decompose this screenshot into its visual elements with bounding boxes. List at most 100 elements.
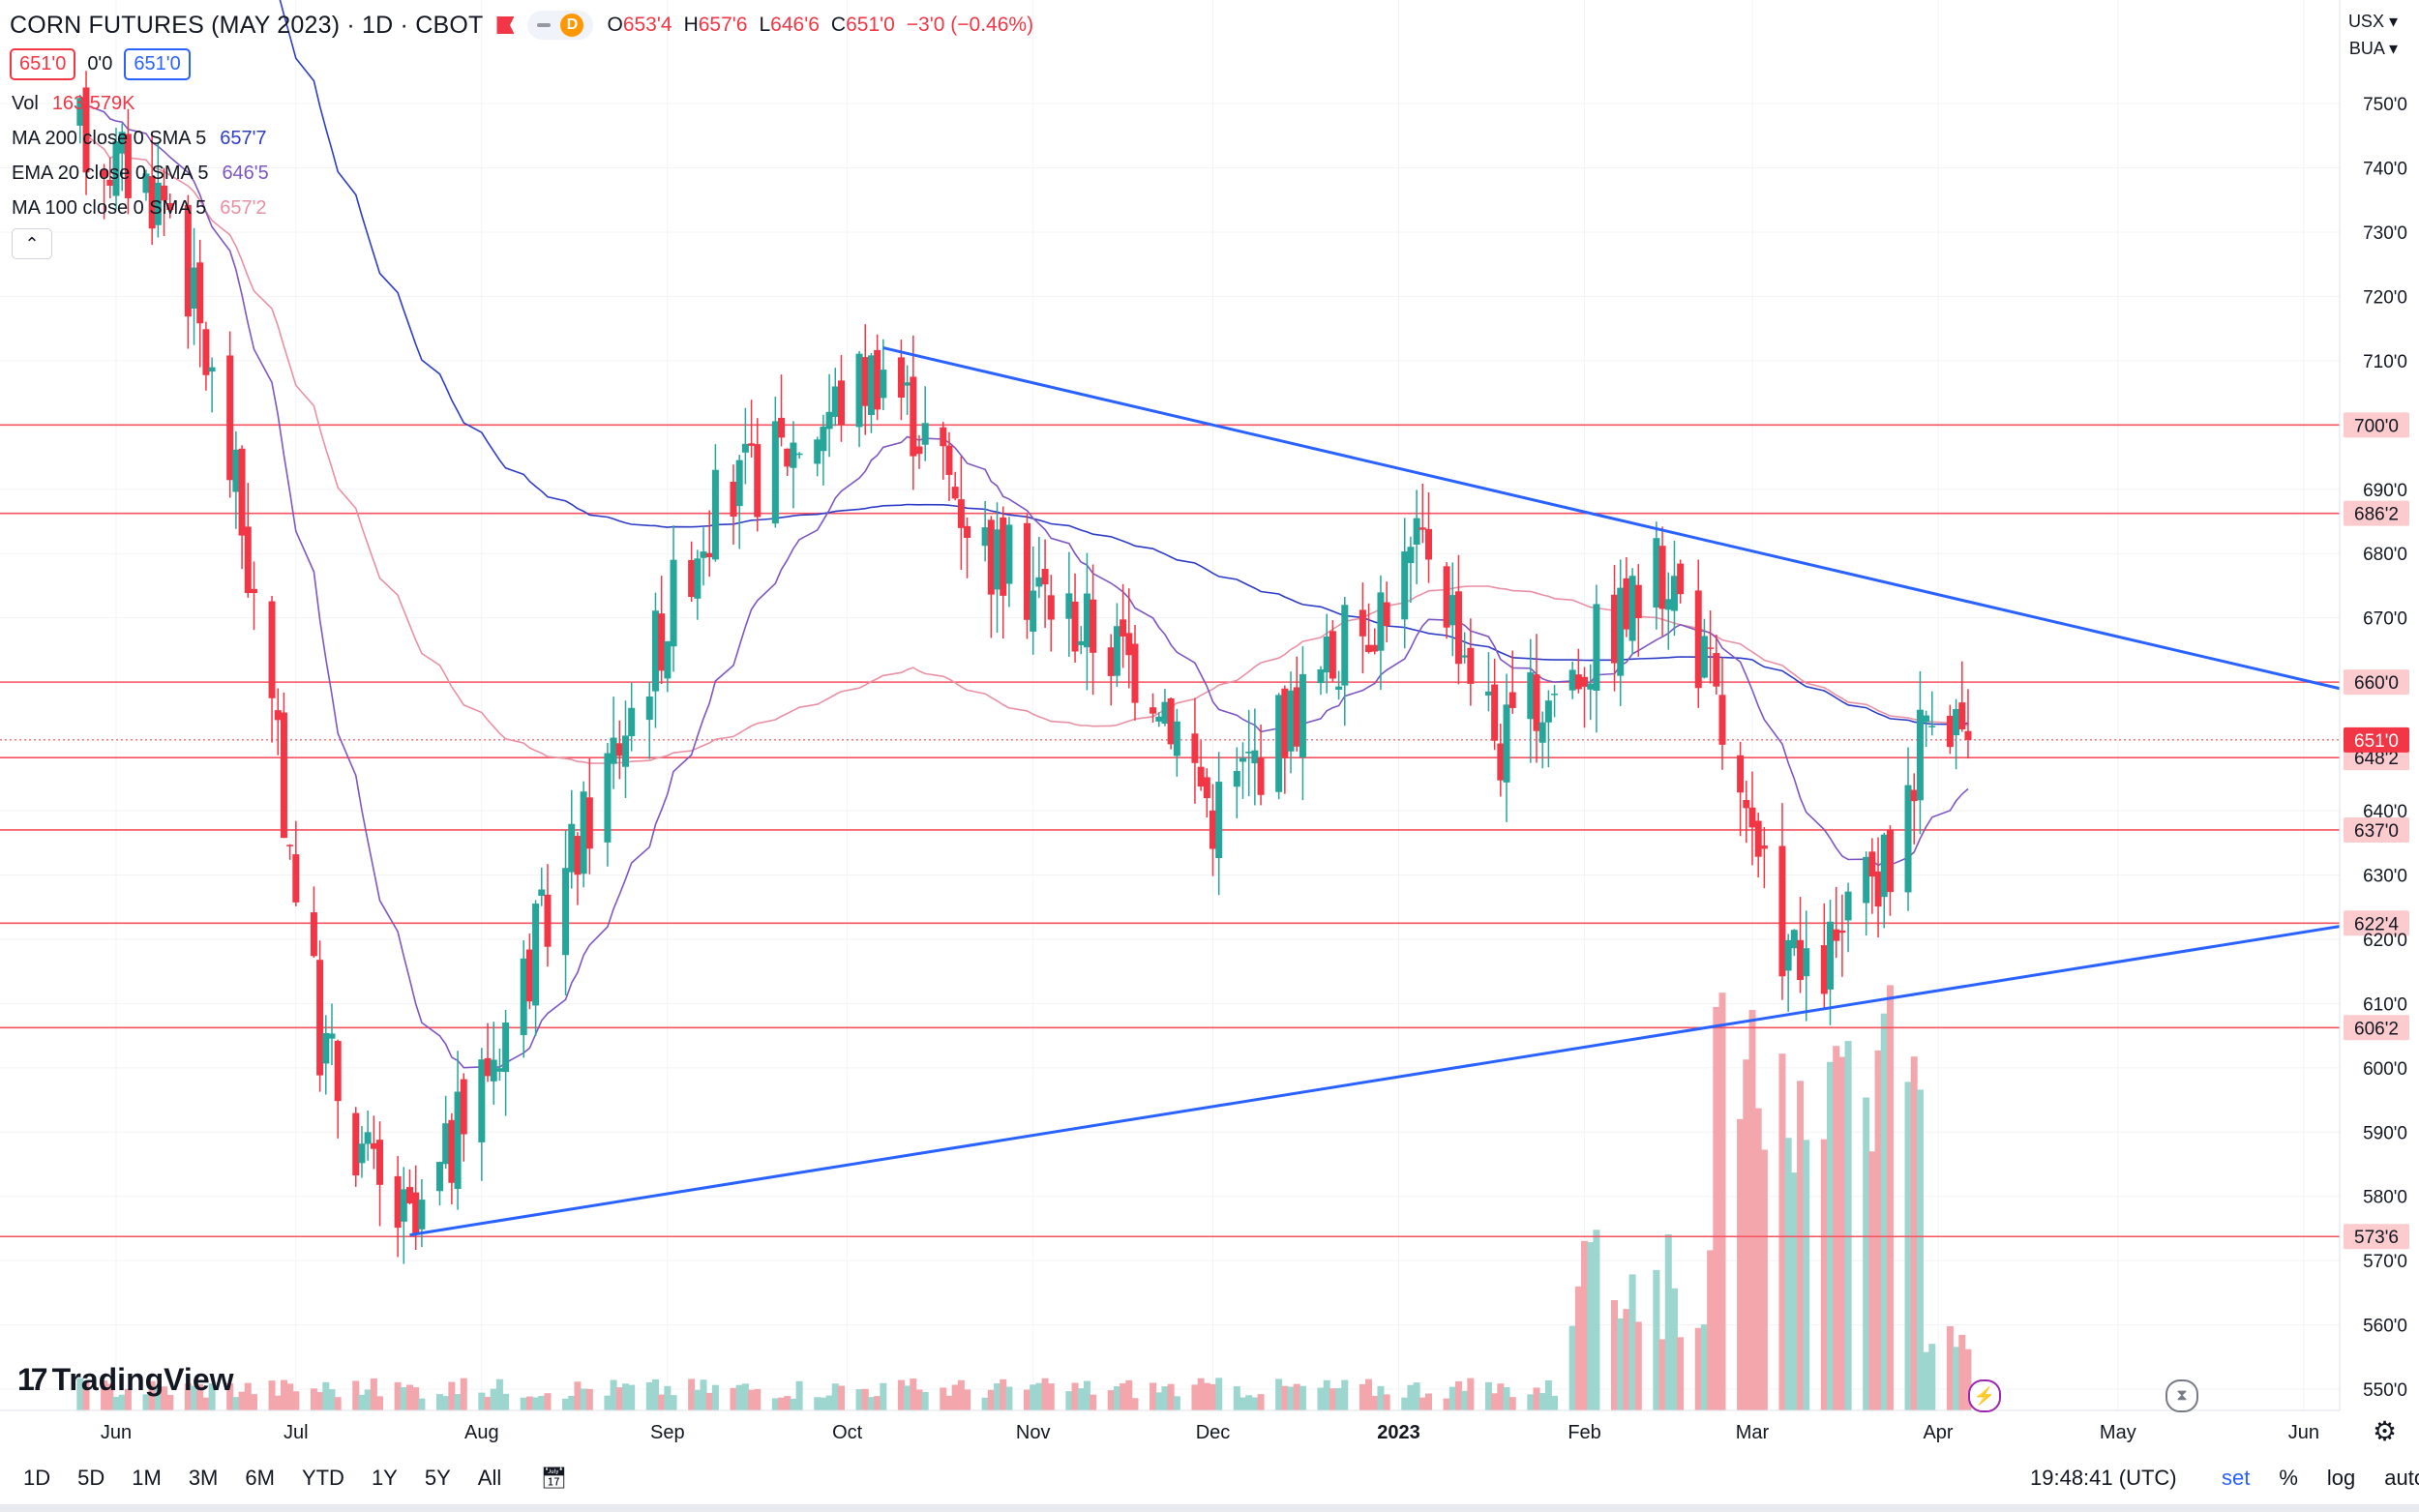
volume-bar: [1538, 1393, 1546, 1410]
range-ytd[interactable]: YTD: [301, 1465, 344, 1490]
scrollbar[interactable]: [0, 1504, 2419, 1512]
buy-price-button[interactable]: 651'0: [124, 48, 191, 80]
candles[interactable]: [76, 71, 1972, 1264]
candle-body: [1030, 590, 1037, 632]
currency-selector[interactable]: USX ▾ BUA ▾: [2348, 8, 2398, 62]
volume-bar: [316, 1392, 324, 1410]
candle-body: [1425, 528, 1433, 560]
price-axis[interactable]: 750'0 740'0 730'0 720'0 710'0 690'0 680'0 670'0…: [2339, 0, 2407, 1410]
ohlc-close: C651'0: [830, 14, 895, 36]
candle-body: [1329, 631, 1336, 679]
trendlines[interactable]: [409, 346, 2341, 1237]
log-toggle[interactable]: log: [2326, 1465, 2356, 1490]
candle-body: [1005, 524, 1013, 584]
price-tick-label: 670'0: [2363, 609, 2407, 630]
candle-body: [1820, 945, 1828, 994]
candle-body: [1533, 674, 1540, 731]
currency-label[interactable]: USX ▾: [2347, 12, 2398, 31]
candle-body: [610, 737, 617, 764]
gear-icon[interactable]: ⚙: [2373, 1416, 2398, 1446]
volume-bar: [76, 1378, 84, 1410]
volume-bar: [418, 1398, 426, 1410]
volume-bar: [1065, 1391, 1073, 1410]
indicator-ma200[interactable]: MA 200 close 0 SMA 5 657'7: [12, 128, 267, 150]
range-5d[interactable]: 5D: [77, 1465, 105, 1490]
candle-body: [621, 735, 629, 767]
volume-bar: [1833, 1046, 1840, 1410]
volume-bar: [951, 1384, 959, 1410]
candle-body: [837, 380, 845, 426]
candle-body: [82, 87, 90, 173]
candle-body: [754, 444, 762, 518]
candle-body: [525, 949, 533, 1002]
volume-bar: [82, 1381, 90, 1410]
calendar-icon[interactable]: 📅︎: [540, 1465, 568, 1490]
volume-bar: [1035, 1382, 1043, 1410]
symbol-title[interactable]: CORN FUTURES (MAY 2023) · 1D · CBOT: [10, 11, 484, 39]
volume-bar: [855, 1389, 863, 1410]
flag-icon[interactable]: [496, 16, 515, 34]
candle-body: [334, 1040, 342, 1102]
sell-price-button[interactable]: 651'0: [10, 48, 76, 80]
range-1m[interactable]: 1M: [132, 1465, 162, 1490]
time-axis[interactable]: Jun Jul Aug Sep Oct Nov Dec 2023 Feb Mar Apr May Jun: [0, 1409, 2340, 1443]
volume-bar: [1790, 1172, 1798, 1410]
percent-toggle[interactable]: %: [2279, 1465, 2298, 1490]
candle-body: [1167, 697, 1175, 745]
hourglass-icon[interactable]: ⧗: [2165, 1379, 2198, 1412]
candle-body: [915, 446, 923, 455]
market-status-pill[interactable]: D: [527, 11, 594, 40]
level-label: 622'4: [2354, 914, 2399, 934]
range-3m[interactable]: 3M: [188, 1465, 219, 1490]
volume-bar: [1491, 1393, 1499, 1410]
indicator-name: MA 200 close 0 SMA 5: [12, 128, 207, 149]
volume-bar: [1964, 1349, 1972, 1410]
candle-body: [1784, 939, 1792, 971]
candle-body: [1874, 871, 1882, 907]
utc-clock[interactable]: 19:48:41 (UTC): [2030, 1465, 2177, 1490]
volume-bar: [904, 1385, 911, 1410]
range-6m[interactable]: 6M: [245, 1465, 275, 1490]
candle-body: [226, 355, 234, 481]
candle-body: [795, 453, 803, 456]
volume-bar: [1005, 1386, 1013, 1410]
candle-body: [532, 904, 540, 1006]
volume-bar: [1658, 1339, 1666, 1410]
volume-bar: [1844, 1041, 1852, 1410]
indicator-name: Vol: [12, 93, 39, 114]
indicator-ema20[interactable]: EMA 20 close 0 SMA 5 646'5: [12, 163, 269, 185]
range-1y[interactable]: 1Y: [371, 1465, 398, 1490]
horizontal-levels[interactable]: 700'0 686'2 660'0 648'2 637'0 622'4 606'2 573'6…: [0, 412, 2409, 1250]
range-all[interactable]: All: [477, 1465, 502, 1490]
volume-bar: [1593, 1230, 1600, 1410]
volume-bar: [495, 1379, 503, 1410]
indicator-ma100[interactable]: MA 100 close 0 SMA 5 657'2: [12, 197, 267, 220]
price-chart[interactable]: 700'0 686'2 660'0 648'2 637'0 622'4 606'2 573'6…: [0, 0, 2419, 1451]
last-price-label-bg: [2344, 726, 2409, 753]
candle-body: [478, 1059, 486, 1142]
candle-body: [562, 868, 570, 956]
volume-bar: [1131, 1398, 1139, 1410]
volume-bar: [831, 1383, 839, 1410]
collapse-legend-button[interactable]: ⌃: [12, 228, 52, 259]
volume-bar: [1461, 1390, 1469, 1410]
range-1d[interactable]: 1D: [23, 1465, 51, 1490]
candle-body: [1335, 686, 1343, 690]
range-5y[interactable]: 5Y: [424, 1465, 451, 1490]
indicator-volume[interactable]: Vol 163.579K: [12, 93, 134, 115]
tradingview-logo[interactable]: 17 TradingView: [17, 1362, 234, 1398]
auto-toggle[interactable]: auto: [2384, 1465, 2419, 1490]
volume-bar: [1341, 1379, 1349, 1410]
candle-body: [1863, 856, 1870, 904]
candle-body: [1210, 810, 1217, 849]
unit-label[interactable]: BUA ▾: [2348, 39, 2398, 58]
volume-bar: [1443, 1398, 1450, 1410]
candle-body: [1173, 721, 1180, 756]
session-toggle[interactable]: set: [2222, 1465, 2251, 1490]
candle-body: [238, 448, 246, 536]
volume-bar: [1287, 1386, 1295, 1410]
candle-body: [370, 1142, 377, 1149]
candle-body: [1833, 929, 1840, 941]
lightning-icon[interactable]: ⚡: [1968, 1379, 2001, 1412]
candle-body: [1383, 602, 1390, 627]
